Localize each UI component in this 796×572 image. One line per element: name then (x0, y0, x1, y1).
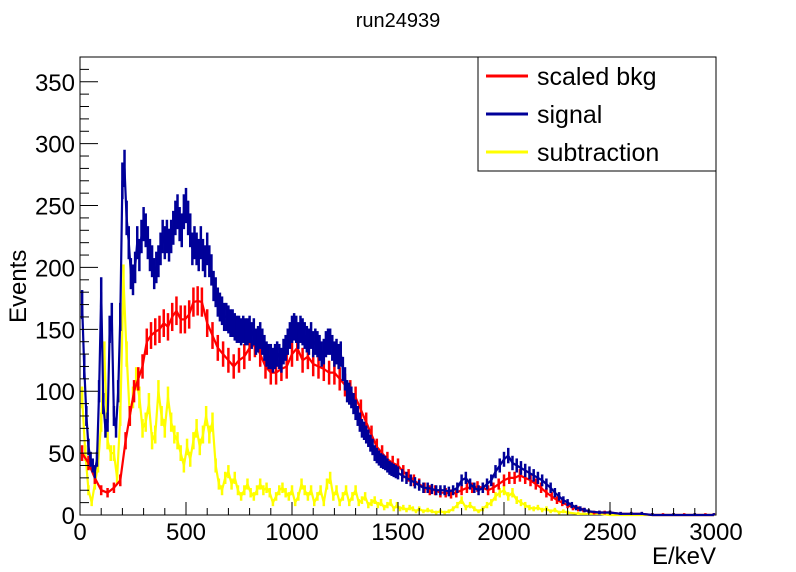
legend: scaled bkg signal subtraction (477, 56, 717, 172)
x-tick-label: 1000 (265, 519, 318, 546)
legend-entry: signal (486, 101, 602, 129)
y-tick-label: 150 (35, 317, 75, 344)
x-tick-label: 2500 (583, 519, 636, 546)
legend-entry: scaled bkg (486, 63, 657, 91)
y-tick-label: 200 (35, 255, 75, 282)
y-tick-label: 250 (35, 194, 75, 221)
x-tick-label: 500 (166, 519, 206, 546)
series-scaled-bkg (80, 286, 716, 517)
legend-label: signal (537, 101, 602, 129)
x-axis-title: E/keV (652, 543, 716, 570)
x-tick-label: 3000 (689, 519, 742, 546)
y-tick-label: 350 (35, 70, 75, 97)
series-line (81, 299, 714, 517)
legend-label: subtraction (537, 139, 659, 167)
legend-label: scaled bkg (537, 63, 657, 91)
x-tick-label: 1500 (371, 519, 424, 546)
x-tick-label: 0 (73, 519, 86, 546)
y-tick-label: 300 (35, 132, 75, 159)
chart-title: run24939 (356, 10, 441, 32)
legend-entry: subtraction (486, 139, 659, 167)
y-tick-label: 50 (48, 441, 75, 468)
data-layer (80, 149, 716, 517)
y-axis-title: Events (5, 250, 32, 323)
y-tick-label: 100 (35, 379, 75, 406)
y-tick-label: 0 (62, 503, 75, 530)
axes-layer: 0 500 1000 1500 2000 2500 3000 0 50 100 150 200 250 3… (35, 56, 743, 546)
series-signal (80, 149, 716, 517)
x-tick-label: 2000 (477, 519, 530, 546)
